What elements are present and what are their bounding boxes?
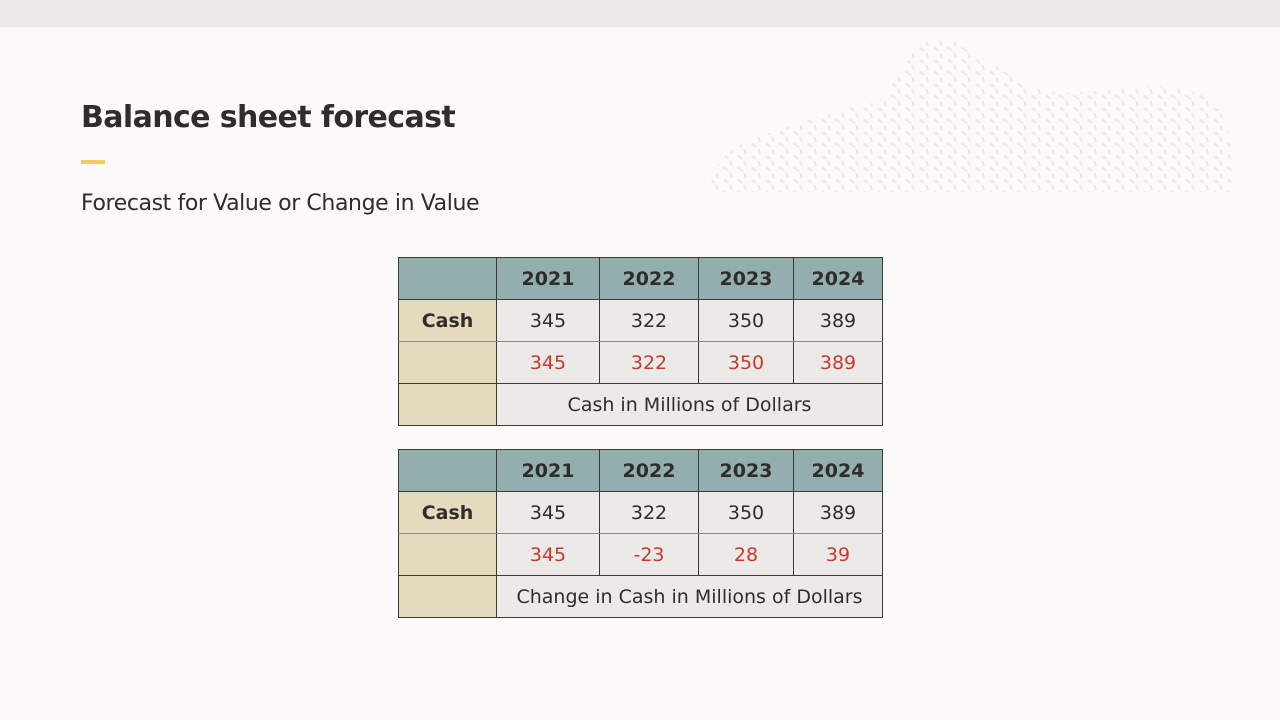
forecast-cell: -23 — [599, 533, 699, 576]
header-corner-cell — [398, 257, 497, 300]
actual-cell: 322 — [599, 491, 699, 534]
row-label: Cash — [398, 491, 497, 534]
slide-subtitle: Forecast for Value or Change in Value — [81, 191, 480, 216]
actual-cell: 350 — [698, 299, 794, 342]
row-label-empty — [398, 575, 497, 618]
actual-cell: 322 — [599, 299, 699, 342]
actual-row: Cash 345 322 350 389 — [398, 491, 883, 534]
row-label-empty — [398, 341, 497, 384]
forecast-row: 345 322 350 389 — [398, 341, 883, 384]
caption-row: Cash in Millions of Dollars — [398, 383, 883, 426]
forecast-cell: 345 — [496, 341, 600, 384]
caption-row: Change in Cash in Millions of Dollars — [398, 575, 883, 618]
actual-cell: 389 — [793, 299, 883, 342]
year-header: 2023 — [698, 257, 794, 300]
textured-cloud-pattern-icon — [711, 39, 1232, 192]
year-header: 2021 — [496, 449, 600, 492]
table-caption: Cash in Millions of Dollars — [496, 383, 883, 426]
year-header: 2024 — [793, 449, 883, 492]
year-header: 2023 — [698, 449, 794, 492]
forecast-cell: 28 — [698, 533, 794, 576]
header-row: 2021 2022 2023 2024 — [398, 257, 883, 300]
row-label-empty — [398, 383, 497, 426]
header-corner-cell — [398, 449, 497, 492]
year-header: 2024 — [793, 257, 883, 300]
actual-row: Cash 345 322 350 389 — [398, 299, 883, 342]
forecast-cell: 345 — [496, 533, 600, 576]
forecast-row: 345 -23 28 39 — [398, 533, 883, 576]
row-label: Cash — [398, 299, 497, 342]
actual-cell: 345 — [496, 491, 600, 534]
year-header: 2022 — [599, 257, 699, 300]
forecast-cell: 322 — [599, 341, 699, 384]
row-label-empty — [398, 533, 497, 576]
forecast-cell: 350 — [698, 341, 794, 384]
table-caption: Change in Cash in Millions of Dollars — [496, 575, 883, 618]
forecast-cell: 39 — [793, 533, 883, 576]
header-row: 2021 2022 2023 2024 — [398, 449, 883, 492]
actual-cell: 350 — [698, 491, 794, 534]
year-header: 2022 — [599, 449, 699, 492]
actual-cell: 345 — [496, 299, 600, 342]
top-bar — [0, 0, 1280, 27]
actual-cell: 389 — [793, 491, 883, 534]
forecast-cell: 389 — [793, 341, 883, 384]
title-accent-bar — [81, 160, 105, 164]
slide-title: Balance sheet forecast — [81, 100, 456, 135]
cash-value-table: 2021 2022 2023 2024 Cash 345 322 350 389… — [398, 257, 883, 426]
year-header: 2021 — [496, 257, 600, 300]
cash-change-table: 2021 2022 2023 2024 Cash 345 322 350 389… — [398, 449, 883, 618]
